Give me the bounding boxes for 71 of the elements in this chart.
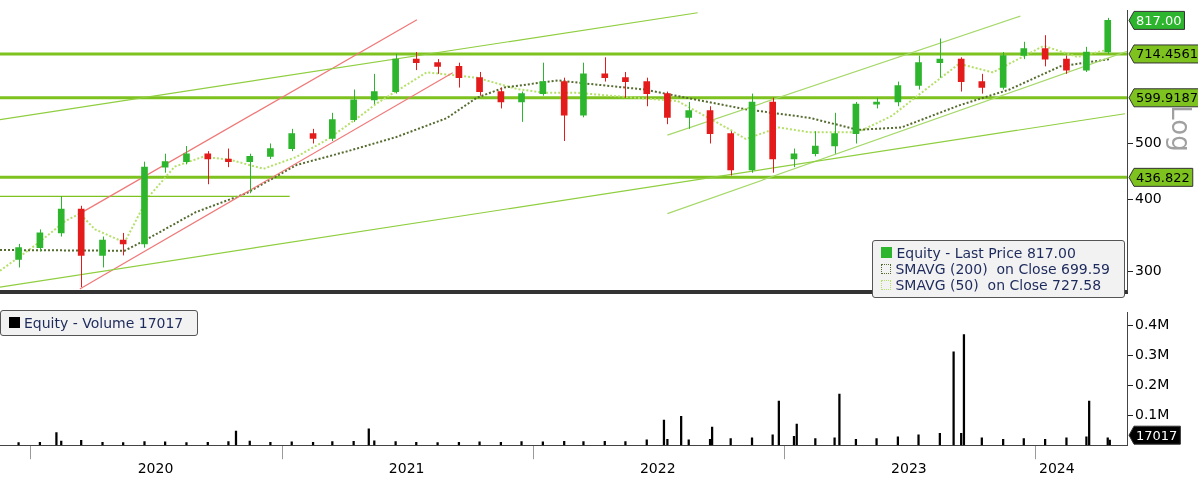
bar <box>582 441 585 446</box>
ref-line-label: 714.4561 <box>1136 46 1198 62</box>
bar <box>833 437 836 446</box>
y-tick-label: 0.3M <box>1135 346 1170 363</box>
candlestick <box>978 73 986 95</box>
candlestick <box>204 150 212 185</box>
candlestick <box>643 77 651 107</box>
bar <box>952 351 955 446</box>
y-tick-label: 0.2M <box>1135 376 1170 393</box>
bar <box>838 393 841 446</box>
y-tick-label: 0.1M <box>1135 406 1170 422</box>
legend-label: Equity - Last Price 817.00 <box>896 245 1076 261</box>
candlestick <box>622 71 629 99</box>
bar <box>227 441 230 446</box>
candlestick <box>560 77 568 142</box>
bar <box>101 441 104 446</box>
y-tick-label: 0.4M <box>1135 316 1170 333</box>
bar <box>520 441 523 446</box>
x-tick-label: 2021 <box>388 460 425 477</box>
candlestick <box>267 142 274 160</box>
bar <box>373 440 376 446</box>
legend-label: Equity - Volume 17017 <box>24 315 184 331</box>
ref-line-label: 436.822 <box>1136 169 1190 185</box>
text: 817.00 <box>1136 12 1182 28</box>
bar <box>917 434 920 446</box>
bar <box>55 432 58 446</box>
bar <box>624 441 627 446</box>
bar <box>645 439 648 446</box>
candlestick <box>141 161 148 249</box>
x-tick-label: 2024 <box>1039 460 1075 477</box>
text: 17017 <box>1136 427 1178 443</box>
bar <box>771 434 774 446</box>
candlestick <box>915 55 922 91</box>
bar <box>394 441 397 446</box>
y-tick-label: 400 <box>1135 190 1162 207</box>
candlestick <box>1020 41 1028 60</box>
candlestick <box>518 91 525 123</box>
bar <box>143 441 146 446</box>
legend-label: SMAVG (50) on Close 727.58 <box>895 277 1102 293</box>
bar <box>478 441 481 446</box>
bar <box>875 438 878 446</box>
candlestick <box>957 56 965 93</box>
bar <box>185 442 188 446</box>
ref-line-label: 599.9187 <box>1136 90 1198 106</box>
x-tick-label: 2020 <box>137 460 174 477</box>
y-axis-title: Log <box>1166 105 1197 152</box>
legend-label: SMAVG (200) on Close 699.59 <box>895 261 1110 277</box>
y-tick-label: 300 <box>1135 262 1162 279</box>
candlestick <box>246 153 254 194</box>
y-tick-label: 500 <box>1135 134 1162 151</box>
candlestick <box>370 73 378 105</box>
candlestick <box>183 145 190 165</box>
candlestick <box>99 236 106 268</box>
candlestick <box>434 58 441 75</box>
bar <box>269 441 272 446</box>
bar <box>436 442 439 446</box>
candlestick <box>831 112 838 155</box>
bar <box>687 439 690 446</box>
candlestick <box>15 243 22 268</box>
candlestick <box>727 130 735 177</box>
candlestick <box>685 101 693 130</box>
candlestick <box>476 71 483 97</box>
candlestick <box>392 53 399 95</box>
candlestick <box>288 128 296 152</box>
x-tick-label: 2022 <box>639 460 676 477</box>
candlestick <box>664 91 671 125</box>
bar <box>17 442 20 446</box>
x-tick-label: 2023 <box>891 460 927 477</box>
candlestick <box>328 112 336 142</box>
bar <box>1065 437 1068 446</box>
candlestick <box>77 205 85 288</box>
